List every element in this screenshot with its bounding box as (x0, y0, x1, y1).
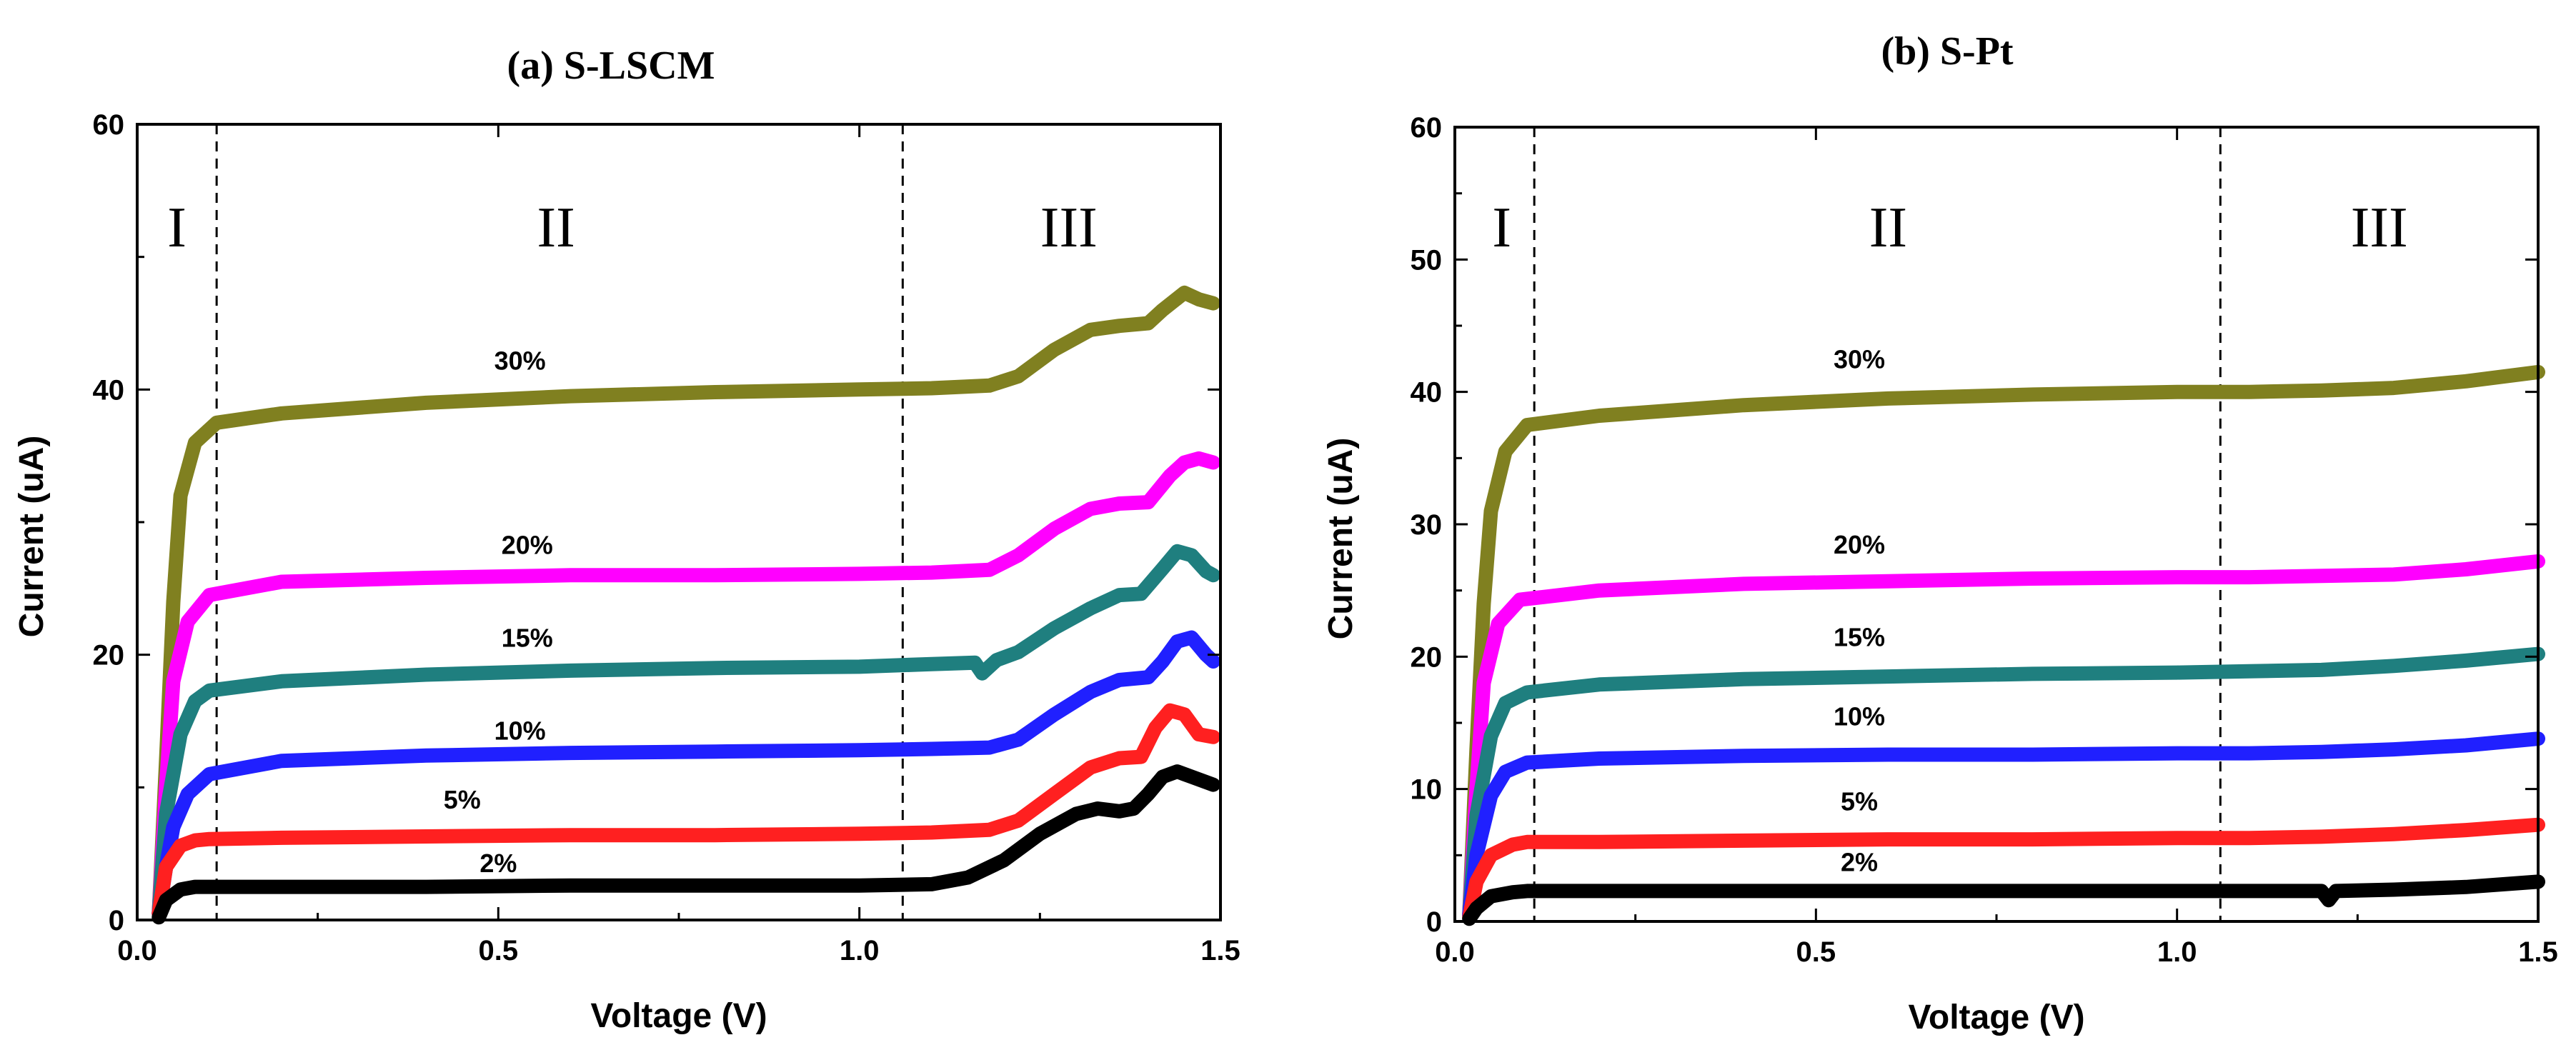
series-line-5pct (151, 703, 1220, 921)
y-tick-label: 40 (93, 374, 125, 406)
x-tick-label: 1.0 (840, 935, 880, 966)
region-label: I (167, 196, 187, 259)
series-line-30pct (1462, 364, 2545, 922)
series-label: 5% (444, 785, 481, 814)
x-tick-label: 0.5 (479, 935, 519, 966)
y-tick-label: 0 (1426, 906, 1442, 938)
series-label: 20% (502, 531, 553, 560)
x-tick-label: 0.0 (117, 935, 157, 966)
y-tick-label: 10 (1411, 774, 1443, 806)
y-tick-label: 60 (93, 109, 125, 141)
chart-title: (a) S-LSCM (507, 44, 715, 88)
series-label: 30% (494, 346, 546, 375)
x-axis-label: Voltage (V) (590, 997, 767, 1035)
y-tick-label: 30 (1411, 509, 1443, 541)
series-line-30pct (151, 285, 1220, 921)
y-axis-label: Current (uA) (1322, 438, 1360, 640)
series-line-10pct (151, 630, 1220, 921)
region-label: III (1040, 196, 1098, 259)
x-tick-label: 1.5 (1200, 935, 1240, 966)
series-line-5pct (1462, 817, 2545, 925)
series-label: 5% (1841, 786, 1878, 816)
series-line-20pct (1462, 554, 2545, 922)
x-tick-label: 0.5 (1796, 936, 1836, 968)
y-tick-label: 0 (109, 905, 124, 936)
x-axis-label: Voltage (V) (1908, 999, 2084, 1036)
region-label: I (1492, 196, 1511, 259)
series-label: 2% (1841, 848, 1878, 877)
region-label: II (1869, 196, 1907, 259)
series-line-15pct (151, 544, 1220, 921)
region-label: II (537, 196, 575, 259)
y-axis-label: Current (uA) (13, 436, 51, 638)
series-label: 10% (1834, 702, 1885, 731)
x-tick-label: 1.0 (2157, 936, 2197, 968)
series-label: 15% (1834, 623, 1885, 652)
y-tick-label: 20 (93, 640, 125, 671)
series-label: 2% (479, 849, 517, 878)
series-label: 10% (494, 716, 546, 745)
y-tick-label: 20 (1411, 641, 1443, 673)
series-line-15pct (1462, 646, 2545, 922)
region-label: III (2351, 196, 2408, 259)
series-line-2pct (151, 764, 1220, 925)
x-tick-label: 1.5 (2518, 936, 2558, 968)
y-tick-label: 60 (1411, 112, 1443, 144)
y-tick-label: 50 (1411, 244, 1443, 276)
series-label: 30% (1834, 344, 1885, 374)
series-label: 20% (1834, 530, 1885, 559)
series-line-2pct (1462, 874, 2545, 926)
series-line-20pct (151, 451, 1220, 921)
series-label: 15% (502, 624, 553, 653)
series-line-10pct (1462, 731, 2545, 922)
y-tick-label: 40 (1411, 377, 1443, 409)
x-tick-label: 0.0 (1435, 936, 1475, 968)
chart-title: (b) S-Pt (1881, 29, 2013, 74)
